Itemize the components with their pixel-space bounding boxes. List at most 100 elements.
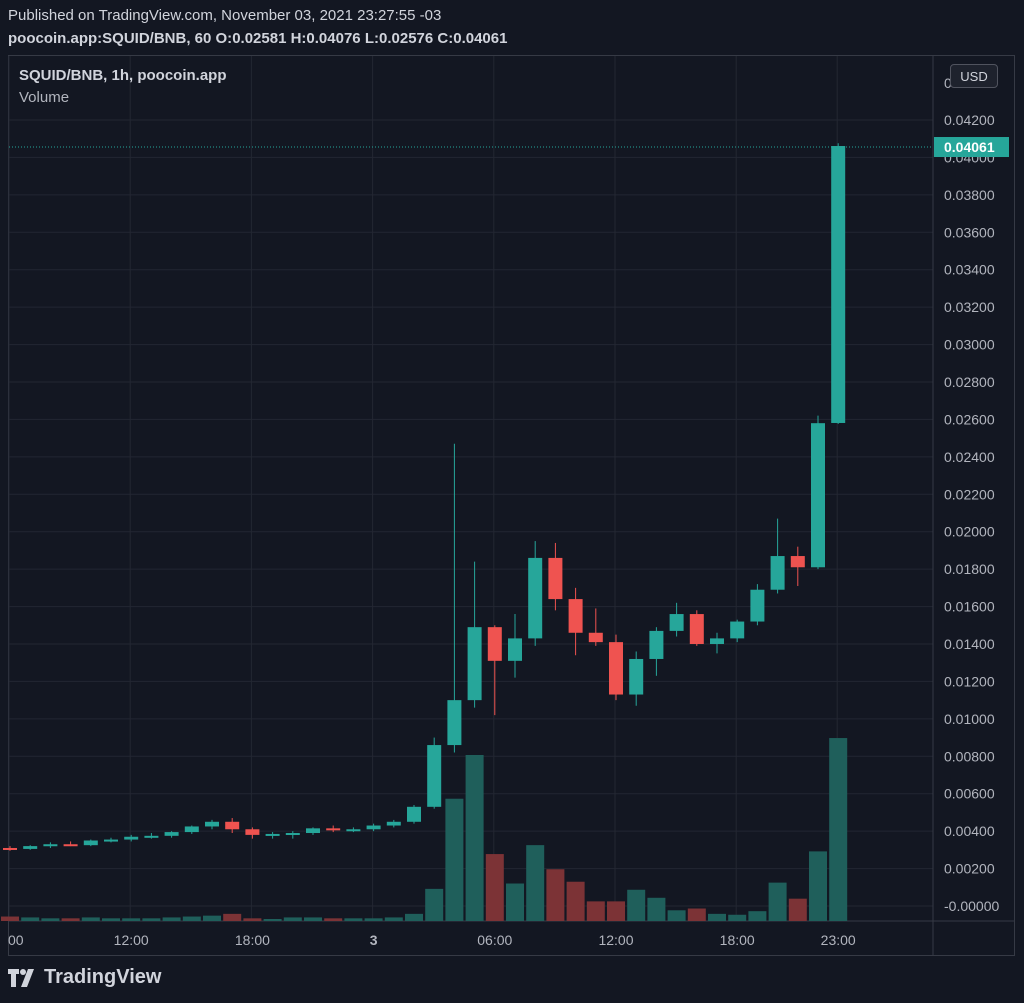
symbol-interval: poocoin.app:SQUID/BNB, 60 [8,30,212,47]
price-tick-label: 0.01600 [944,599,995,615]
candle-body [427,745,442,807]
candle-body [831,146,846,423]
candle-body [144,835,159,838]
price-tick-label: -0.00000 [944,898,999,914]
volume-bar [405,913,423,921]
price-tick-label: 0.02400 [944,449,995,465]
volume-bar [465,754,484,921]
volume-bar [203,915,221,921]
volume-bar [41,918,60,921]
volume-bar [243,918,262,921]
volume-bar [667,910,686,921]
volume-bar [263,919,282,921]
volume-bar [324,918,343,921]
open-value: 0.02581 [232,30,287,47]
candle-body [386,821,401,826]
volume-bar [283,917,302,921]
candlestick-chart[interactable]: 0.042000.040000.038000.036000.034000.032… [0,0,1024,960]
volume-bar [647,897,666,921]
candle-body [23,846,38,849]
volume-bar [162,917,181,921]
candle-body [649,630,664,659]
candle-body [225,821,240,830]
volume-bar [566,881,585,921]
candle-body [407,806,421,822]
candle-body [83,840,98,846]
legend-volume: Volume [19,89,70,106]
candle-body [548,557,563,600]
price-tick-label: 0.02800 [944,374,995,390]
price-tick-label: 0.04200 [944,112,995,128]
last-price-tag [934,137,1009,158]
legend-symbol: SQUID/BNB, 1h, poocoin.app [19,67,227,84]
candle-body [588,632,603,643]
price-tick-label: 0.01200 [944,673,995,689]
volume-bar [546,869,565,921]
candle-body [750,589,765,622]
time-tick-label: 00 [8,932,24,948]
price-tick-label: 0.00200 [944,861,995,877]
low-value: 0.02576 [379,30,434,47]
volume-bar [768,882,787,921]
price-tick-label: 0.00400 [944,823,995,839]
candle-body [245,829,260,835]
price-tick-label: 0.02200 [944,486,995,502]
price-tick-label: 0.02000 [944,524,995,540]
candle-body [730,621,745,639]
time-tick-label: 23:00 [821,932,856,948]
candle-body [770,556,785,590]
volume-bar [687,908,706,921]
candle-body [285,833,300,836]
time-tick-label: 3 [370,932,378,948]
candle-body [790,556,805,568]
volume-bar [748,911,767,921]
candle-body [164,832,179,836]
currency-button[interactable]: USD [950,64,998,88]
candle-body [689,614,704,644]
close-label: C: [437,30,454,47]
candle-body [205,821,219,827]
price-tick-label: 0.01000 [944,711,995,727]
candle-body [104,839,118,842]
candle-body [124,836,139,840]
published-caption: Published on TradingView.com, November 0… [8,7,442,24]
price-tick-label-partial: 0 [944,75,952,91]
volume-bar [1,916,19,921]
high-value: 0.04076 [306,30,361,47]
candle-body [528,557,543,639]
volume-bar [607,901,625,921]
price-tick-label: 0.02600 [944,411,995,427]
price-tick-label: 0.00800 [944,748,995,764]
volume-bar [445,798,464,921]
price-tick-label: 0.03400 [944,262,995,278]
volume-bar [506,883,524,921]
volume-bar [384,917,403,921]
time-tick-label: 12:00 [114,932,149,948]
candle-body [43,844,58,847]
high-label: H: [290,30,307,47]
volume-bar [586,901,605,921]
volume-bar [61,918,80,921]
close-value: 0.04061 [453,30,508,47]
volume-bar [627,889,646,921]
candle-body [306,828,320,834]
volume-bar [304,917,322,921]
volume-bar [425,888,444,921]
price-tick-label: 0.03800 [944,187,995,203]
volume-bar [829,738,848,921]
candle-body [508,638,522,661]
candle-body [487,627,502,661]
price-tick-label: 0.03200 [944,299,995,315]
time-tick-label: 18:00 [235,932,270,948]
ohlc-summary: poocoin.app:SQUID/BNB, 60 O:0.02581 H:0.… [8,30,507,47]
open-label: O: [215,30,233,47]
candle-body [629,658,644,695]
volume-bar [788,898,807,921]
tradingview-icon [8,968,34,987]
candle-body [609,642,623,695]
price-tick-label: 0.03000 [944,337,995,353]
candle-body [63,844,78,847]
volume-bar [809,851,827,921]
volume-bar [142,918,161,921]
volume-bar [526,845,545,921]
